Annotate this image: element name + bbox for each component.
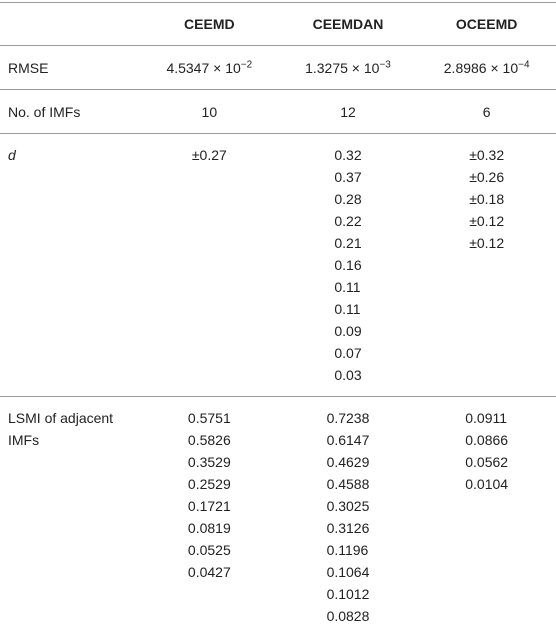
value-list: ±0.32 ±0.26 ±0.18 ±0.12 ±0.12 [469, 144, 504, 254]
value-item: 0.16 [334, 257, 362, 273]
value-item: 0.11 [334, 279, 361, 295]
column-header: CEEMD [140, 2, 279, 46]
value-cell: 12 [278, 89, 418, 134]
value-cell: 10 [140, 89, 279, 134]
table-row: RMSE 4.5347 × 10−2 1.3275 × 10−3 2.8986 × 1… [0, 45, 556, 90]
corner-cell [0, 2, 140, 46]
table-body: RMSE 4.5347 × 10−2 1.3275 × 10−3 2.8986 × 1… [0, 45, 556, 628]
value-cell: 6 [417, 89, 556, 134]
value-text: 6 [482, 103, 491, 120]
row-label: RMSE [0, 45, 140, 90]
value-item: 0.09 [334, 323, 362, 339]
column-header: CEEMDAN [278, 2, 418, 46]
value-list: 0.7238 0.6147 0.4629 0.4588 0.3025 0.3126 0.11… [327, 407, 370, 627]
value-list: ±0.27 [192, 144, 227, 166]
value-item: 0.4588 [326, 476, 370, 492]
table-row: No. of IMFs 10 12 6 [0, 89, 556, 134]
value-item: 0.0819 [187, 520, 231, 536]
value-item: 0.6147 [326, 432, 370, 448]
header-row: CEEMD CEEMDAN OCEEMD [0, 2, 556, 46]
value-exponent: −3 [379, 58, 391, 70]
value-cell: ±0.27 [140, 133, 279, 397]
value-item: 0.5751 [187, 410, 231, 426]
table-row: LSMI of adjacent IMFs 0.5751 0.5826 0.3529 0… [0, 396, 556, 628]
value-item: ±0.18 [469, 191, 505, 207]
value-item: 0.1064 [326, 564, 370, 580]
value-base: 4.5347 × 10 [166, 59, 241, 76]
row-label-text: RMSE [8, 59, 49, 76]
value-cell: 0.32 0.37 0.28 0.22 0.21 0.16 0.11 0.11 0.09 0.07… [278, 133, 418, 397]
value-item: 0.32 [334, 147, 362, 163]
value-item: 0.11 [334, 301, 361, 317]
value-item: 0.4629 [326, 454, 370, 470]
value-list: 0.32 0.37 0.28 0.22 0.21 0.16 0.11 0.11 0.09 0.07… [334, 144, 361, 386]
row-label: No. of IMFs [0, 89, 140, 134]
value-item: 0.03 [334, 367, 362, 383]
value-item: ±0.26 [469, 169, 505, 185]
value-item: 0.2529 [187, 476, 231, 492]
value-exponent: −4 [518, 58, 530, 70]
value-exponent: −2 [240, 58, 253, 70]
row-label: d [0, 133, 140, 397]
value-cell: 4.5347 × 10−2 [140, 45, 279, 90]
value-item: 0.1196 [326, 542, 369, 558]
value-text: 12 [340, 103, 356, 120]
value-cell: 0.0911 0.0866 0.0562 0.0104 [417, 396, 556, 628]
column-header: OCEEMD [417, 2, 556, 46]
value-item: ±0.27 [191, 147, 227, 163]
value-cell: 2.8986 × 10−4 [417, 45, 556, 90]
table-row: d ±0.27 0.32 0.37 0.28 0.22 0.21 0.16 0.11 0.11 0.… [0, 133, 556, 397]
value-item: ±0.12 [469, 235, 505, 251]
value-cell: ±0.32 ±0.26 ±0.18 ±0.12 ±0.12 [417, 133, 556, 397]
value-item: 0.1721 [187, 498, 231, 514]
value-item: 0.21 [334, 235, 362, 251]
value-item: 0.0911 [465, 410, 508, 426]
value-text: 10 [201, 103, 218, 120]
value-item: 0.3025 [326, 498, 370, 514]
value-item: 0.3529 [187, 454, 231, 470]
value-item: 0.28 [334, 191, 362, 207]
value-item: 0.0562 [465, 454, 509, 470]
value-item: 0.0104 [465, 476, 509, 492]
value-item: 0.5826 [187, 432, 231, 448]
row-label-text: No. of IMFs [8, 103, 81, 120]
value-item: ±0.12 [469, 213, 505, 229]
value-item: 0.7238 [326, 410, 370, 426]
value-list: 0.5751 0.5826 0.3529 0.2529 0.1721 0.0819 0.05… [188, 407, 231, 583]
value-cell: 0.7238 0.6147 0.4629 0.4588 0.3025 0.3126 0.11… [278, 396, 418, 628]
value-cell: 1.3275 × 10−3 [278, 45, 418, 90]
value-item: 0.37 [334, 169, 362, 185]
value-cell: 0.5751 0.5826 0.3529 0.2529 0.1721 0.0819 0.05… [140, 396, 279, 628]
value-item: 0.22 [334, 213, 362, 229]
value-base: 2.8986 × 10 [443, 59, 519, 76]
value-item: 0.0525 [187, 542, 231, 558]
value-item: 0.1012 [326, 586, 370, 602]
value-item: 0.3126 [326, 520, 370, 536]
value-list: 0.0911 0.0866 0.0562 0.0104 [465, 407, 508, 495]
row-label-text: LSMI of adjacent IMFs [8, 410, 114, 448]
value-base: 1.3275 × 10 [305, 59, 380, 76]
value-item: 0.07 [334, 345, 362, 361]
value-item: ±0.32 [469, 147, 505, 163]
value-item: 0.0828 [326, 608, 370, 624]
row-label-text: d [8, 147, 16, 163]
value-item: 0.0866 [465, 432, 509, 448]
value-item: 0.0427 [187, 564, 231, 580]
row-label: LSMI of adjacent IMFs [0, 396, 140, 628]
